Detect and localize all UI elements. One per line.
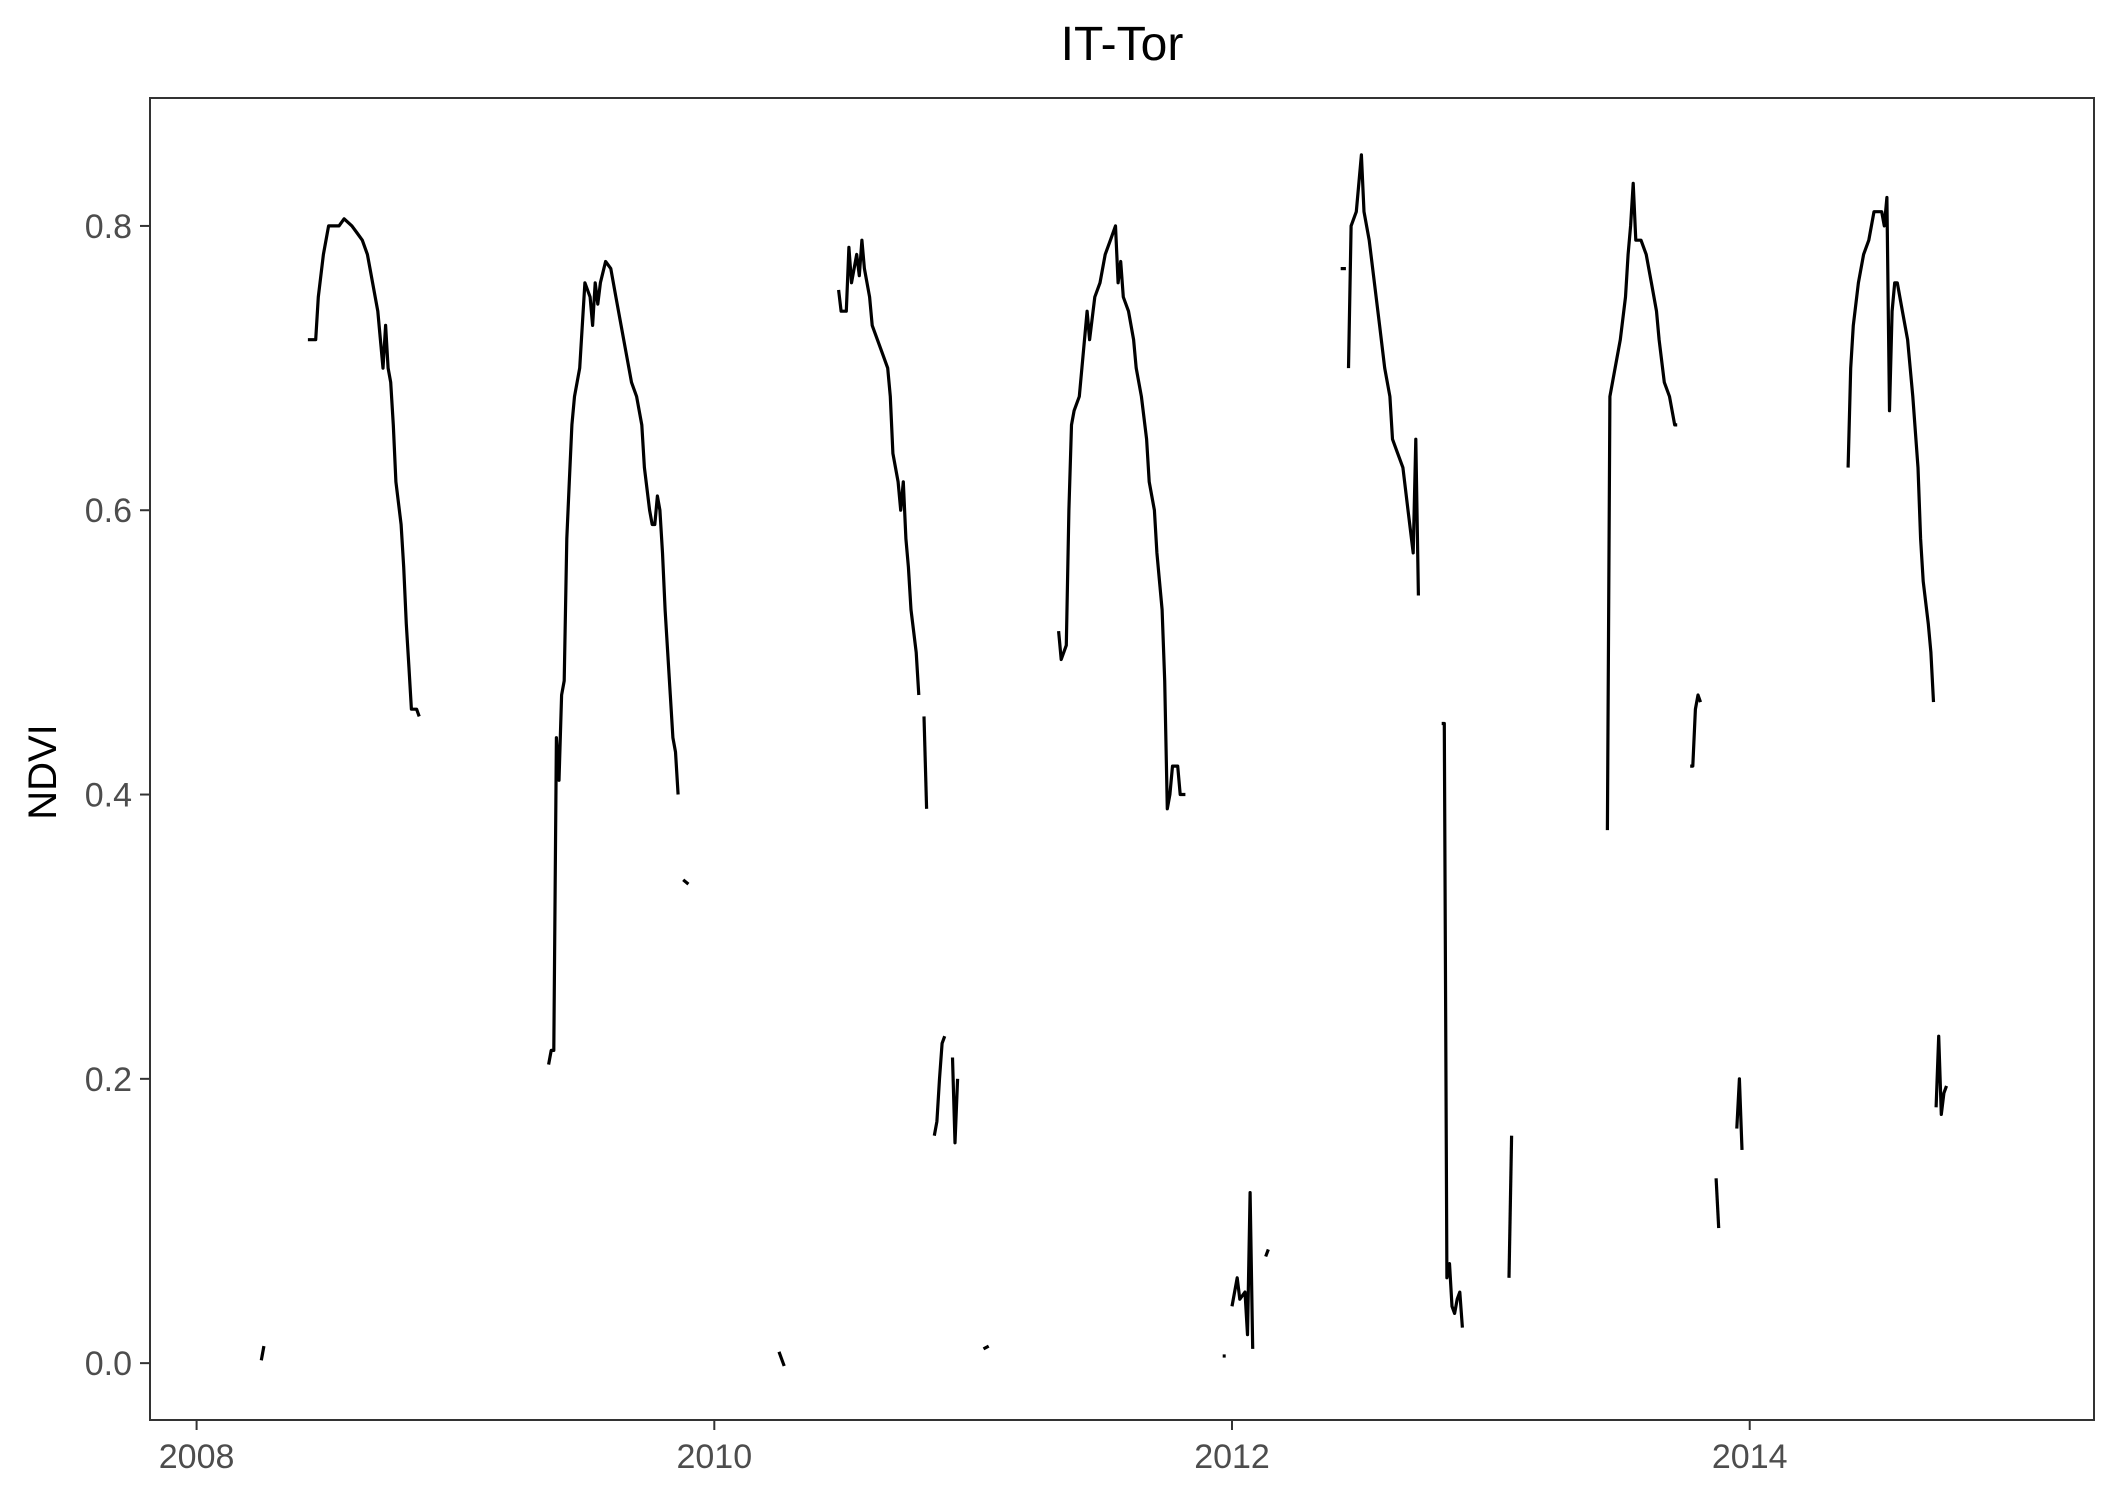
ndvi-line-segment [1264,1248,1270,1258]
x-tick-label: 2008 [159,1438,235,1476]
ndvi-line-segment [1230,1191,1255,1349]
y-axis-label: NDVI [21,724,65,820]
ndvi-line-segment [950,1057,960,1145]
y-tick-label: 0.6 [85,492,132,530]
x-tick-label: 2012 [1194,1438,1270,1476]
axis-ticks: 2008 2010 2012 2014 0.0 0.2 0.4 0.6 0.8 [85,208,1788,1476]
x-tick-label: 2014 [1712,1438,1788,1476]
ndvi-line-segment [1441,721,1464,1328]
y-tick-label: 0.0 [85,1345,132,1383]
y-tick-label: 0.2 [85,1061,132,1099]
ndvi-line-segment [1846,195,1936,703]
ndvi-line-segment [837,238,921,696]
chart-title: IT-Tor [1061,18,1184,71]
ndvi-line-segment [1057,224,1186,811]
x-tick-label: 2010 [676,1438,752,1476]
ndvi-line-segment [259,1345,266,1361]
ndvi-line-segment [777,1351,786,1367]
ndvi-line-segment [1507,1135,1514,1278]
plot-panel [149,97,2095,1421]
ndvi-line-segment [307,217,421,717]
ndvi-line-segment [1735,1077,1744,1150]
ndvi-line-segment [982,1344,990,1351]
ndvi-line-segment [1346,153,1420,596]
ndvi-series [259,153,1949,1367]
ndvi-line-segment [932,1035,947,1136]
ndvi-line-segment [547,259,680,1065]
ndvi-line-segment [922,716,929,809]
y-tick-label: 0.8 [85,208,132,246]
ndvi-line-segment [1714,1178,1721,1229]
ndvi-line-segment [1605,181,1678,831]
ndvi-line-segment [682,878,690,886]
ndvi-line-segment [1934,1034,1949,1116]
ndvi-line-segment [1690,693,1703,768]
y-tick-label: 0.4 [85,777,132,815]
